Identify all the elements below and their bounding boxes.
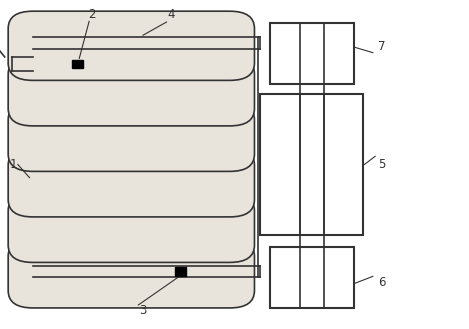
FancyBboxPatch shape bbox=[8, 148, 255, 217]
Bar bbox=[270, 247, 354, 308]
Text: 5: 5 bbox=[378, 158, 386, 171]
Bar bbox=[71, 60, 83, 68]
FancyBboxPatch shape bbox=[8, 102, 255, 171]
Bar bbox=[270, 23, 354, 84]
Text: 1: 1 bbox=[9, 158, 17, 171]
Text: 2: 2 bbox=[88, 8, 95, 21]
Text: 4: 4 bbox=[167, 8, 175, 21]
Bar bbox=[174, 267, 186, 276]
FancyBboxPatch shape bbox=[8, 11, 255, 80]
Bar bbox=[260, 94, 363, 235]
Text: 3: 3 bbox=[139, 304, 147, 317]
FancyBboxPatch shape bbox=[8, 239, 255, 308]
Text: 7: 7 bbox=[378, 39, 386, 53]
Text: 6: 6 bbox=[378, 276, 386, 290]
FancyBboxPatch shape bbox=[8, 57, 255, 126]
FancyBboxPatch shape bbox=[8, 193, 255, 263]
